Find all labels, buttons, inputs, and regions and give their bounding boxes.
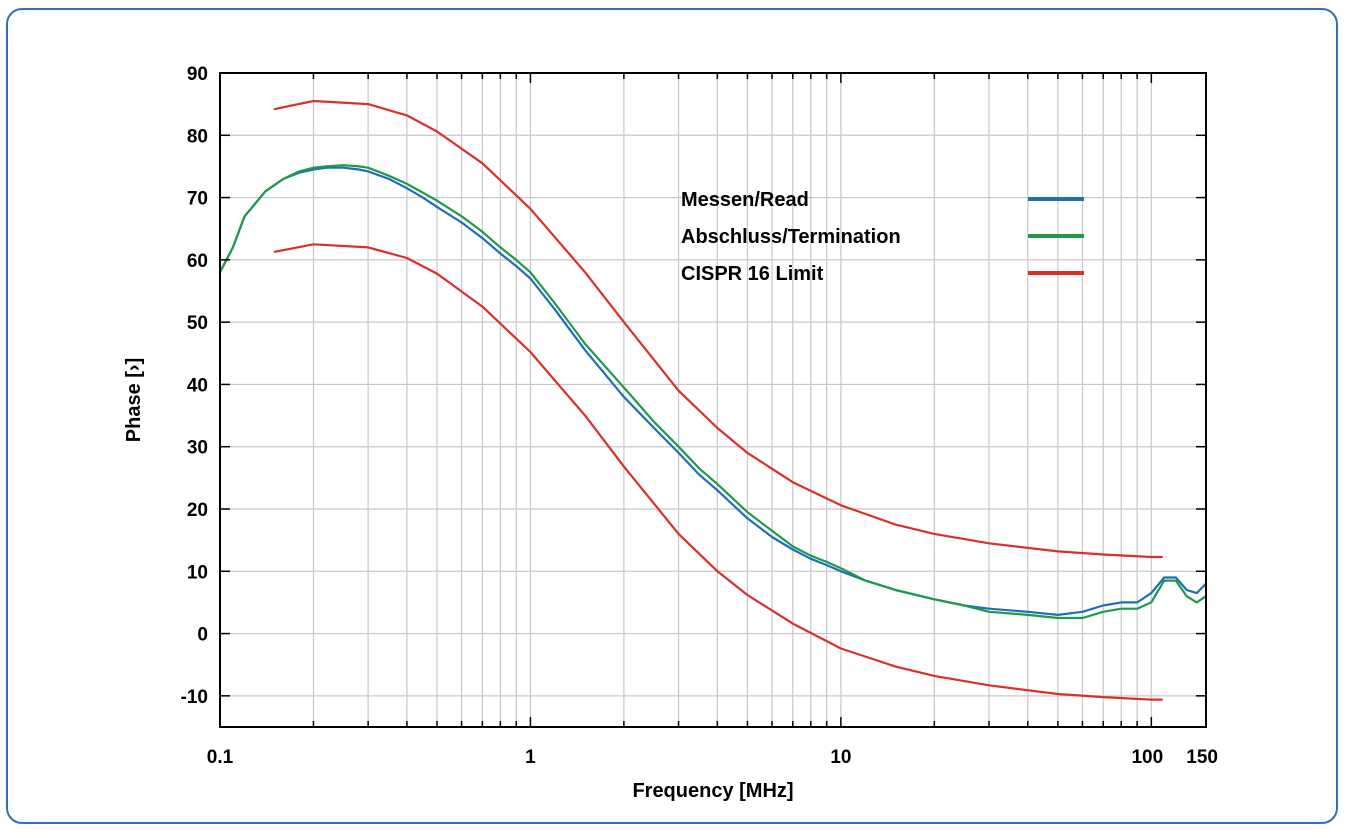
x-tick-label: 10 (830, 747, 851, 768)
x-axis-label: Frequency [MHz] (632, 780, 793, 802)
y-tick-label: 0 (197, 625, 208, 646)
legend-label: Messen/Read (681, 189, 809, 211)
x-tick-label: 0.1 (207, 747, 234, 768)
series-line-0 (218, 166, 1208, 617)
y-tick-label: 80 (187, 126, 208, 147)
series-line-3 (273, 243, 1163, 701)
y-tick-label: 90 (187, 64, 208, 85)
x-tick-labels: 0.1 1 10 100 150 (207, 747, 1218, 768)
y-tick-label: 30 (187, 438, 208, 459)
y-axis-label: Phase [›] (123, 358, 145, 442)
series-lines (218, 99, 1208, 701)
y-tick-label: 10 (187, 562, 208, 583)
series-line-1 (218, 164, 1208, 620)
x-tick-label: 100 (1131, 747, 1163, 768)
y-tick-labels: -10 0 10 20 30 40 50 60 70 80 90 (181, 64, 208, 708)
series-line-2 (273, 99, 1163, 559)
y-tick-label: -10 (181, 687, 208, 708)
plot-area (220, 73, 1206, 727)
y-tick-label: 50 (187, 313, 208, 334)
ticks (220, 72, 1206, 727)
x-tick-label: 150 (1186, 747, 1218, 768)
grid (220, 73, 1206, 727)
y-tick-label: 20 (187, 500, 208, 521)
y-tick-label: 40 (187, 375, 208, 396)
legend-label: Abschluss/Termination (681, 226, 901, 248)
legend-label: CISPR 16 Limit (681, 263, 824, 285)
legend: Messen/Read Abschluss/Termination CISPR 16… (681, 189, 1084, 285)
y-tick-label: 70 (187, 189, 208, 210)
x-tick-label: 1 (525, 747, 536, 768)
plot-border (219, 72, 1207, 728)
y-tick-label: 60 (187, 251, 208, 272)
